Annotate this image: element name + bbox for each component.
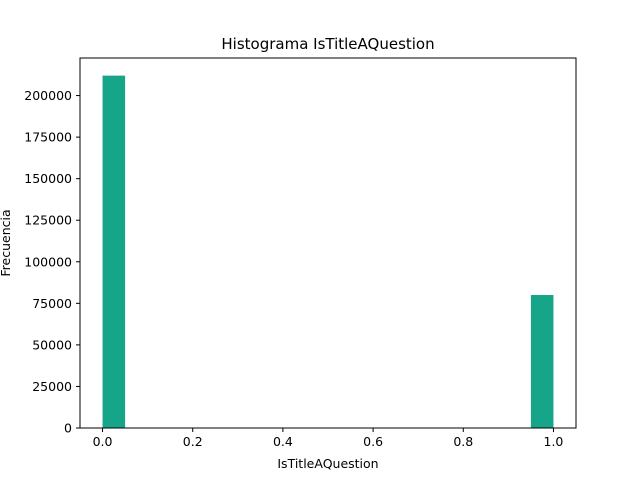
bars-group: [102, 75, 554, 428]
y-tick-label: 175000: [24, 130, 72, 145]
y-tick-label: 100000: [24, 254, 72, 269]
x-tick-label: 0.0: [93, 434, 113, 449]
x-tick-label: 0.8: [453, 434, 473, 449]
x-tick-label: 0.6: [363, 434, 383, 449]
y-tick-label: 150000: [24, 171, 72, 186]
y-tick-label: 125000: [24, 213, 72, 228]
y-tick-label: 0: [64, 421, 72, 436]
histogram-bar-0: [102, 75, 126, 428]
histogram-bar-1: [530, 295, 554, 428]
x-tick-label: 0.4: [273, 434, 293, 449]
y-tick-label: 25000: [32, 379, 72, 394]
y-tick-label: 75000: [32, 296, 72, 311]
plot-area-frame: [79, 57, 577, 429]
y-axis-ticks: 0 25000 50000 75000 100000 125000 150000 175000…: [24, 88, 80, 436]
x-axis-ticks: 0.0 0.2 0.4 0.6 0.8 1.0: [93, 428, 564, 449]
chart-title: Histograma IsTitleAQuestion: [221, 35, 434, 53]
x-axis-label: IsTitleAQuestion: [277, 456, 378, 471]
y-tick-label: 200000: [24, 88, 72, 103]
x-tick-label: 0.2: [183, 434, 203, 449]
x-tick-label: 1.0: [544, 434, 564, 449]
y-tick-label: 50000: [32, 337, 72, 352]
y-axis-label: Frecuencia: [0, 209, 13, 276]
